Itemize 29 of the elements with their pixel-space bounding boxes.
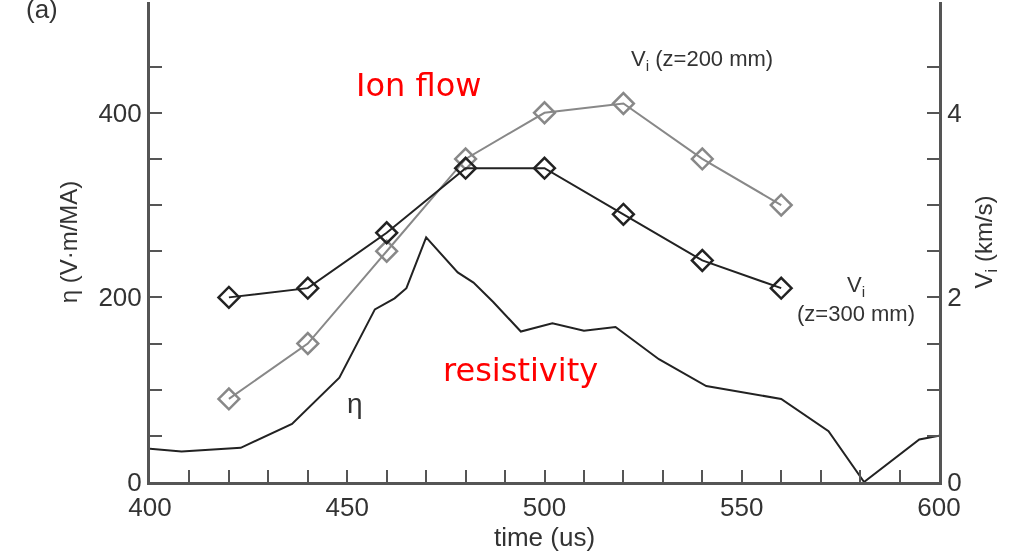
- series-label: V$_{i}$ (z=300 mm): [797, 272, 915, 326]
- point: [769, 276, 793, 300]
- point: [217, 387, 241, 411]
- text: (a): [26, 0, 58, 24]
- point: [296, 331, 320, 356]
- x-axis-title: time (us): [493, 522, 596, 553]
- y2-tick-label: 2: [947, 282, 962, 313]
- y-tick-label: 400: [98, 97, 142, 128]
- point: [690, 147, 714, 171]
- point: [532, 101, 557, 125]
- annotation: resistivity: [443, 351, 599, 389]
- series-label: V$_{i}$ (z=200 mm): [631, 46, 774, 74]
- point: [611, 91, 636, 116]
- x-tick-label: 550: [720, 492, 764, 523]
- point: [690, 248, 714, 273]
- point: [296, 276, 320, 300]
- point: [532, 156, 557, 180]
- y2-tick-label: 4: [947, 97, 962, 128]
- x-tick-label: 500: [522, 492, 567, 523]
- y-axis-title: η (V·m/MA): [54, 180, 82, 304]
- series-label: η: [347, 388, 363, 419]
- x-tick-label: 450: [325, 492, 369, 523]
- y-tick-label: 200: [98, 282, 142, 313]
- point: [453, 156, 478, 180]
- point: [217, 285, 241, 310]
- point: [611, 202, 636, 226]
- annotation: Ion flow: [356, 66, 482, 104]
- point: [769, 193, 793, 217]
- point: [375, 221, 399, 245]
